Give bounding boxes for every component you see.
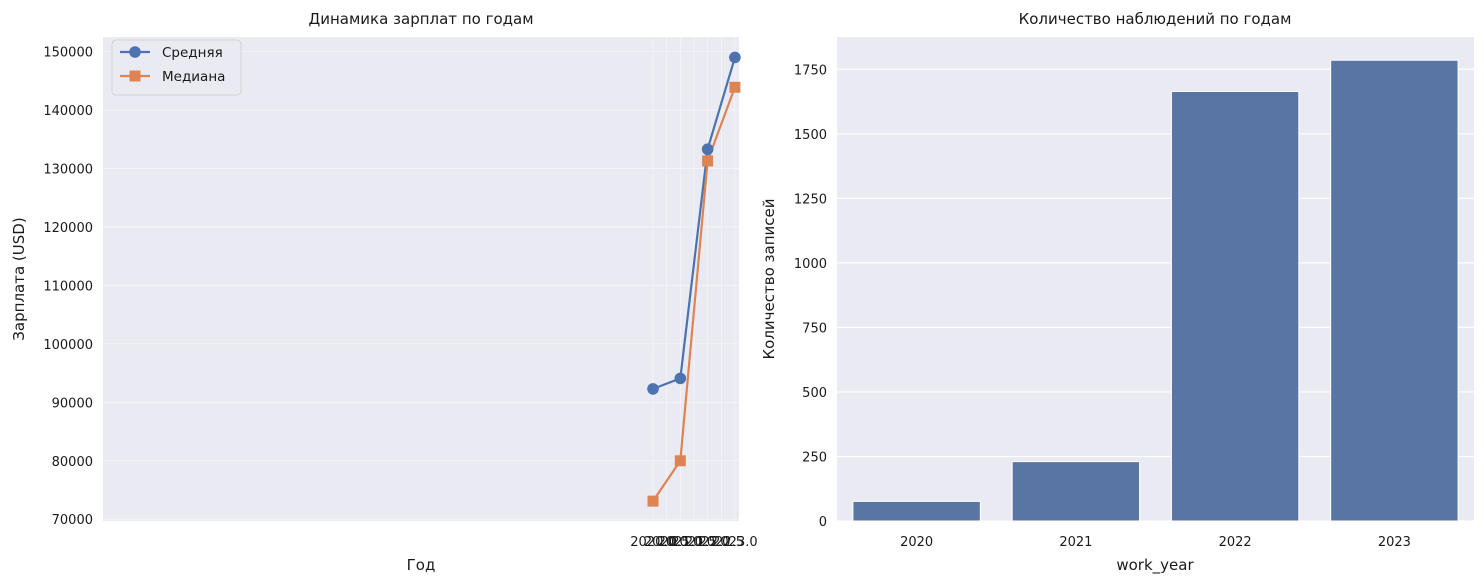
x-tick-label: 2023 [1378,535,1411,550]
y-axis-label: Количество записей [760,199,778,360]
x-tick-label: 2022.5 [699,535,745,550]
y-tick-label: 1250 [794,192,827,207]
data-point [729,81,741,93]
series-markers [647,51,741,507]
y-tick-label: 500 [802,386,827,401]
y-tick-label: 70000 [52,513,93,528]
data-point [674,372,687,385]
y-tick-label: 120000 [43,221,93,236]
x-tick-label: 2022 [1219,535,1252,550]
chart-title: Динамика зарплат по годам [308,10,533,28]
data-point [729,51,741,64]
chart-title: Количество наблюдений по годам [1019,10,1292,28]
y-tick-label: 80000 [52,455,93,470]
y-tick-label: 90000 [52,396,93,411]
x-axis-label: Год [407,556,436,574]
bar-2022 [1170,90,1300,522]
bar-2021 [1011,461,1141,522]
x-axis-label: work_year [1116,556,1194,575]
data-point [701,143,714,156]
plot-area [103,37,739,521]
series-line-0 [652,57,736,390]
grid [103,37,739,521]
x-tick-label: 2020.5 [644,535,690,550]
x-tick-label: 2022.0 [685,535,731,550]
y-tick-label: 130000 [43,163,93,178]
x-tick-label: 2021 [1059,535,1092,550]
y-tick-label: 1000 [794,257,827,272]
legend-box [111,39,242,96]
x-tick-label: 2020.0 [630,535,676,550]
legend-marker-mean [129,46,141,58]
y-tick-label: 150000 [43,46,93,61]
y-tick-label: 110000 [43,279,93,294]
y-tick-label: 140000 [43,104,93,119]
x-tick-label: 2021.0 [658,535,704,550]
y-axis-label: Зарплата (USD) [10,217,28,340]
y-tick-labels: 0 250 500 750 1000 1250 1500 1750 [794,63,827,530]
series-line-1 [652,86,736,502]
x-tick-label: 2021.5 [671,535,717,550]
bar-2020 [852,500,981,522]
y-tick-label: 0 [819,515,827,530]
legend-label-mean: Средняя [162,45,223,61]
y-tick-label: 250 [802,450,827,465]
salary-line-chart: 2020.02020.52021.02021.52022.02022.52023… [10,10,758,574]
y-tick-label: 750 [802,321,827,336]
legend: Средняя Медиана [111,39,242,96]
data-point [674,455,686,467]
y-tick-label: 1750 [794,63,827,78]
x-tick-label: 2020 [900,535,933,550]
observations-bar-chart: 2020 2021 2022 2023 0 250 500 750 1000 1250 1500 1… [760,10,1474,575]
bars [852,59,1459,522]
y-tick-label: 1500 [794,128,827,143]
y-tick-labels: 70000 80000 90000 100000 110000 120000 130000 1… [43,46,93,529]
data-point [647,383,659,395]
legend-label-median: Медиана [162,69,225,85]
data-point [702,155,714,167]
x-tick-labels: 2020.02020.52021.02021.52022.02022.52023… [630,535,757,550]
x-tick-labels: 2020 2021 2022 2023 [900,535,1411,550]
series-lines [652,57,736,502]
legend-marker-median [129,70,141,82]
y-tick-label: 100000 [43,338,93,353]
x-tick-label: 2023.0 [712,535,758,550]
data-point [647,495,659,507]
bar-2023 [1330,59,1459,522]
